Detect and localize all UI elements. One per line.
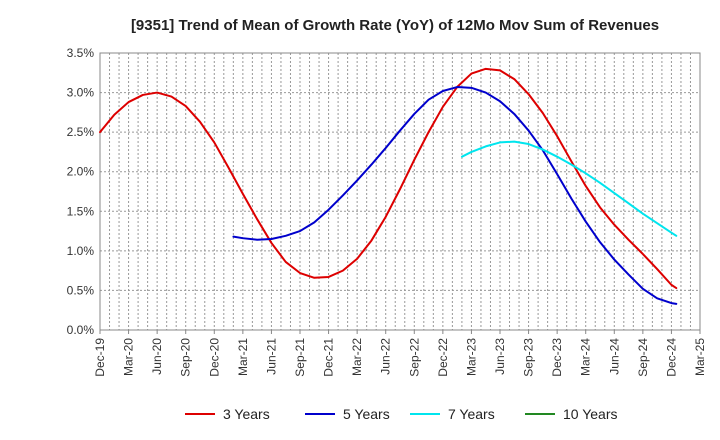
x-tick-label: Jun-21 <box>264 338 278 375</box>
plot-frame <box>99 52 701 331</box>
y-tick-label: 1.5% <box>67 204 95 218</box>
x-tick-label: Sep-20 <box>179 338 193 377</box>
x-tick-label: Mar-21 <box>236 338 250 376</box>
series-line-3-years <box>99 67 678 290</box>
y-tick-label: 0.0% <box>67 323 95 337</box>
legend-label-10-years: 10 Years <box>563 406 618 422</box>
y-tick-label: 1.0% <box>67 244 95 258</box>
x-axis: Dec-19 Mar-20 Jun-20 Sep-20 Dec-20 Mar-21 Jun-… <box>93 330 707 377</box>
chart-title: [9351] Trend of Mean of Growth Rate (YoY… <box>131 17 659 34</box>
y-tick-label: 3.0% <box>67 86 95 100</box>
x-tick-label: Mar-24 <box>579 338 593 376</box>
x-tick-label: Dec-23 <box>550 338 564 377</box>
x-tick-label: Jun-23 <box>493 338 507 375</box>
x-tick-label: Sep-23 <box>522 338 536 377</box>
x-tick-label: Dec-19 <box>93 338 107 377</box>
x-tick-label: Mar-23 <box>464 338 478 376</box>
y-tick-label: 3.5% <box>67 46 95 60</box>
x-tick-label: Dec-20 <box>207 338 221 377</box>
series-line-7-years <box>461 140 678 237</box>
x-tick-label: Jun-20 <box>150 338 164 375</box>
grid-layer <box>100 53 700 330</box>
legend-label-7-years: 7 Years <box>448 406 495 422</box>
x-tick-label: Dec-21 <box>322 338 336 377</box>
x-tick-label: Mar-22 <box>350 338 364 376</box>
legend: 3 Years 5 Years 7 Years 10 Years <box>185 406 618 422</box>
x-tick-label: Dec-22 <box>436 338 450 377</box>
x-tick-label: Sep-22 <box>407 338 421 377</box>
legend-label-3-years: 3 Years <box>223 406 270 422</box>
x-tick-label: Jun-22 <box>379 338 393 375</box>
y-tick-label: 2.5% <box>67 125 95 139</box>
y-tick-label: 0.5% <box>67 283 95 297</box>
legend-label-5-years: 5 Years <box>343 406 390 422</box>
x-tick-label: Sep-24 <box>636 338 650 377</box>
series-line-5-years <box>232 86 678 305</box>
y-tick-label: 2.0% <box>67 165 95 179</box>
x-tick-label: Mar-25 <box>693 338 707 376</box>
series-layer <box>99 67 678 305</box>
x-tick-label: Jun-24 <box>607 338 621 375</box>
x-tick-label: Sep-21 <box>293 338 307 377</box>
x-tick-label: Dec-24 <box>664 338 678 377</box>
x-tick-label: Mar-20 <box>122 338 136 376</box>
y-axis: 0.0% 0.5% 1.0% 1.5% 2.0% 2.5% 3.0% 3.5% <box>67 46 95 337</box>
